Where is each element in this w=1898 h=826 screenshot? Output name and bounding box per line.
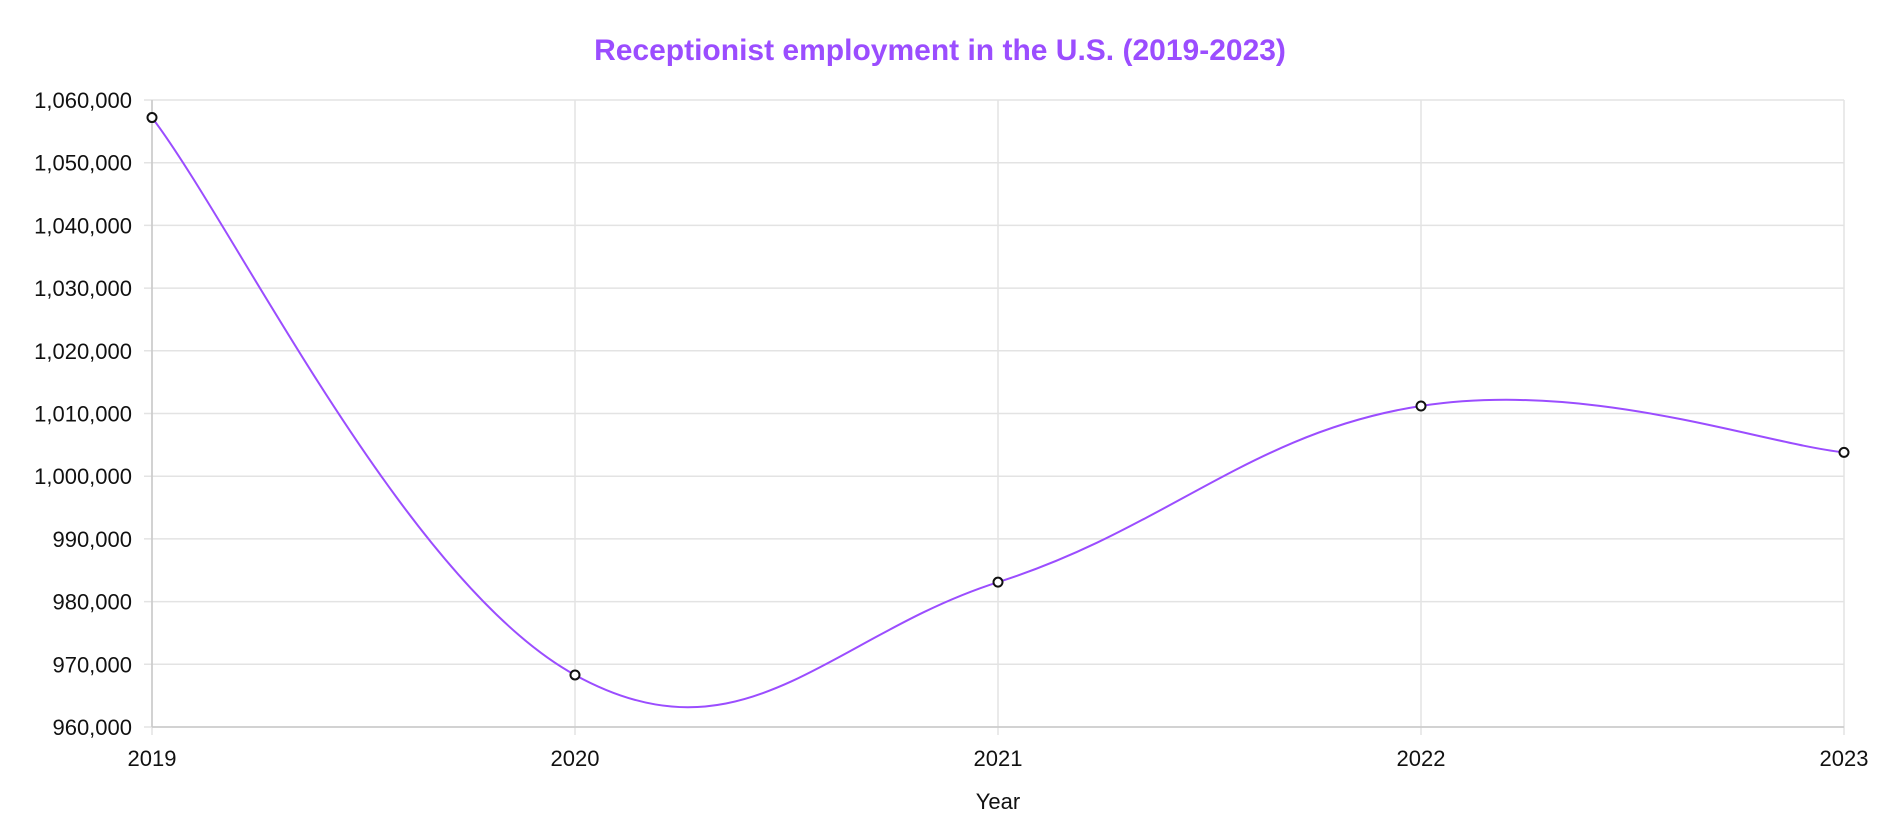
data-point[interactable]: [571, 670, 580, 679]
x-tick-label: 2021: [974, 746, 1023, 771]
y-tick-label: 1,030,000: [34, 276, 132, 301]
y-tick-label: 1,060,000: [34, 88, 132, 113]
y-tick-label: 1,050,000: [34, 151, 132, 176]
axes: 960,000 970,000 980,000 990,000 1,000,000 1,0…: [34, 88, 1868, 771]
data-point[interactable]: [1417, 401, 1426, 410]
y-tick-label: 1,020,000: [34, 339, 132, 364]
chart-title: Receptionist employment in the U.S. (201…: [594, 34, 1286, 67]
y-tick-label: 1,000,000: [34, 464, 132, 489]
x-tick-label: 2023: [1820, 746, 1869, 771]
data-point[interactable]: [1840, 448, 1849, 457]
y-tick-label: 990,000: [52, 527, 132, 552]
y-tick-label: 1,010,000: [34, 402, 132, 427]
y-tick-label: 980,000: [52, 590, 132, 615]
x-tick-label: 2020: [551, 746, 600, 771]
chart-container: 960,000 970,000 980,000 990,000 1,000,000 1,0…: [0, 0, 1898, 826]
x-axis-title: Year: [976, 789, 1020, 814]
y-tick-label: 970,000: [52, 652, 132, 677]
x-tick-label: 2022: [1397, 746, 1446, 771]
line-chart: 960,000 970,000 980,000 990,000 1,000,000 1,0…: [0, 0, 1898, 826]
y-tick-label: 1,040,000: [34, 213, 132, 238]
data-point[interactable]: [148, 113, 157, 122]
x-tick-label: 2019: [128, 746, 177, 771]
grid: [144, 100, 1844, 735]
y-tick-label: 960,000: [52, 715, 132, 740]
data-point[interactable]: [994, 578, 1003, 587]
